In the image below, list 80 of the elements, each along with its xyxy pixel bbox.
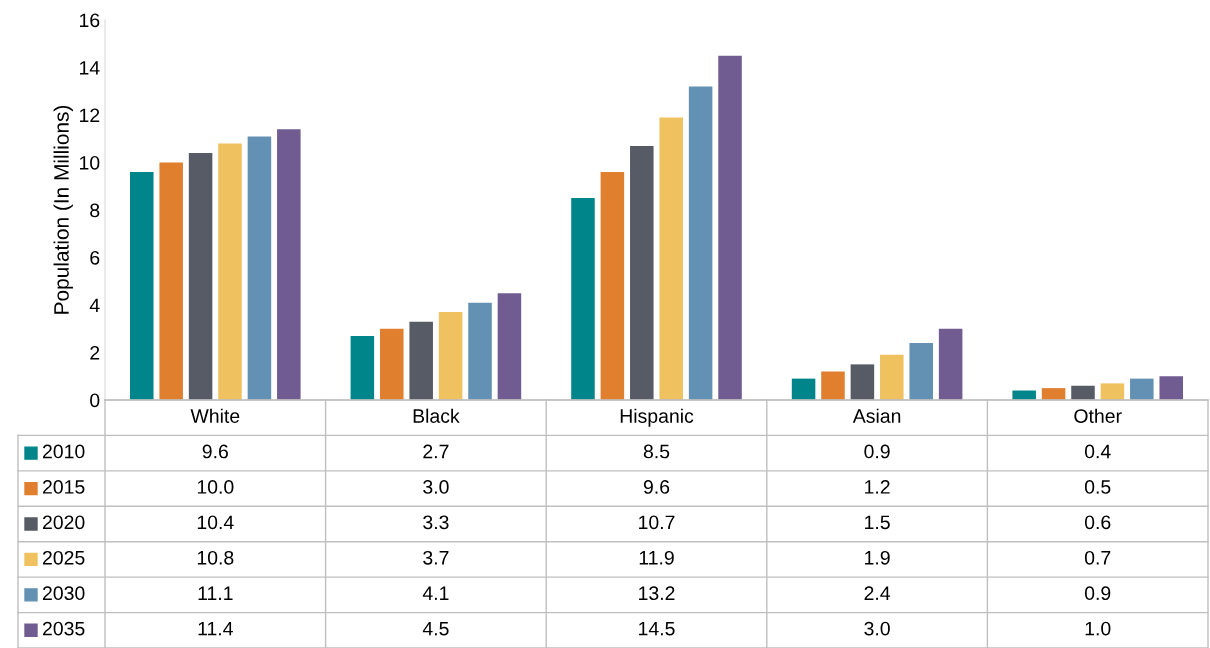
legend-label: 2025 xyxy=(42,550,85,565)
data-label: 10.4 xyxy=(197,515,234,530)
bar xyxy=(188,153,213,400)
y-tick-label: 8 xyxy=(90,203,100,218)
y-tick-label: 4 xyxy=(89,298,100,313)
x-tick-label: Black xyxy=(413,408,460,423)
x-tick-label: Asian xyxy=(852,408,901,423)
bar xyxy=(438,312,463,400)
data-label: 0.5 xyxy=(1084,480,1111,494)
data-label: 10.8 xyxy=(197,550,234,565)
data-label: 3.7 xyxy=(423,550,449,565)
x-tick-label: Hispanic xyxy=(620,408,694,427)
data-label: 13.2 xyxy=(639,586,675,601)
data-label: 3.0 xyxy=(864,621,890,636)
bar xyxy=(600,172,625,400)
data-label: 14.5 xyxy=(639,621,675,636)
bar xyxy=(821,371,845,400)
x-tick-label: White xyxy=(190,408,240,423)
data-label: 3.0 xyxy=(423,480,449,494)
y-tick-label: 10 xyxy=(80,155,100,170)
data-label: 11.4 xyxy=(198,621,233,636)
bar xyxy=(218,143,242,400)
y-tick-label: 6 xyxy=(90,250,100,265)
bar xyxy=(468,302,492,400)
data-label: 11.1 xyxy=(198,586,233,600)
data-label: 11.9 xyxy=(639,550,674,565)
data-label: 0.4 xyxy=(1084,444,1111,459)
data-label: 1.5 xyxy=(865,515,890,530)
bar xyxy=(688,86,713,400)
data-label: 4.1 xyxy=(422,586,449,600)
bar xyxy=(909,343,933,400)
bar xyxy=(850,364,875,400)
bar xyxy=(1130,378,1154,400)
data-label: 9.6 xyxy=(643,480,670,494)
bar xyxy=(718,55,742,400)
data-label: 1.9 xyxy=(865,550,890,565)
data-label: 1.2 xyxy=(865,480,890,494)
bar xyxy=(1041,388,1066,400)
data-label: 10.7 xyxy=(639,515,675,530)
data-label: 10.0 xyxy=(197,480,234,494)
bar xyxy=(659,117,683,400)
y-tick-label: 2 xyxy=(90,345,100,360)
bar xyxy=(791,378,816,400)
bar xyxy=(497,293,522,400)
bar xyxy=(938,328,963,400)
bar xyxy=(277,129,301,400)
bar xyxy=(1159,376,1183,400)
bar xyxy=(571,198,595,400)
y-tick-label: 0 xyxy=(90,393,100,408)
legend-label: 2015 xyxy=(42,480,85,494)
bar xyxy=(130,172,154,400)
y-tick-label: 14 xyxy=(80,61,100,75)
data-label: 0.7 xyxy=(1084,550,1111,565)
data-label: 2.7 xyxy=(423,444,449,459)
data-label: 9.6 xyxy=(202,444,228,459)
bar xyxy=(350,335,375,400)
bar xyxy=(880,354,904,400)
data-label: 2.4 xyxy=(864,586,891,600)
data-label: 0.9 xyxy=(864,444,890,459)
bar xyxy=(630,145,654,400)
bar xyxy=(1100,383,1125,400)
data-label: 1.0 xyxy=(1085,621,1111,636)
data-label: 4.5 xyxy=(422,621,449,636)
legend-label: 2035 xyxy=(42,621,85,636)
y-tick-label: 12 xyxy=(80,108,100,123)
bar xyxy=(159,162,183,400)
x-tick-label: Other xyxy=(1074,408,1122,423)
bar xyxy=(1071,385,1095,400)
bar xyxy=(247,136,272,400)
data-label: 0.9 xyxy=(1084,586,1111,601)
data-label: 8.5 xyxy=(643,444,670,459)
data-label: 3.3 xyxy=(423,515,449,530)
legend-label: 2020 xyxy=(42,515,85,530)
bar xyxy=(409,321,433,400)
bar xyxy=(380,328,404,400)
legend-label: 2030 xyxy=(42,586,85,601)
data-label: 0.6 xyxy=(1084,515,1111,530)
legend-label: 2010 xyxy=(42,444,85,459)
y-tick-label: 16 xyxy=(80,13,100,28)
y-axis-title: Population (In Millions) xyxy=(53,105,73,314)
